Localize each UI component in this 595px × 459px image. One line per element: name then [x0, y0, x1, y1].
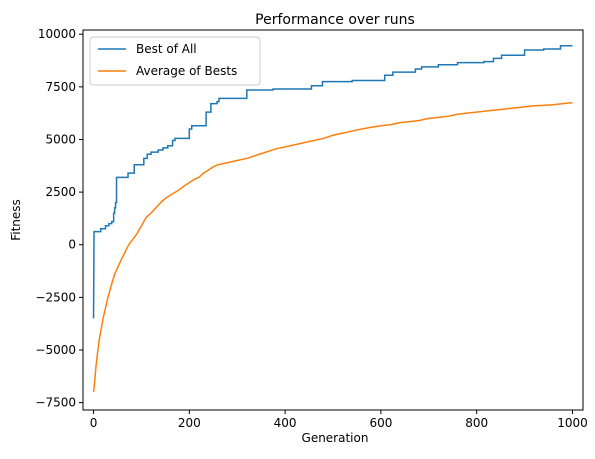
series-line-average-of-bests: [92, 101, 573, 393]
plot-frame: [82, 29, 584, 411]
x-tick-label: 1000: [557, 416, 588, 430]
series-line-best-of-all: [92, 45, 573, 319]
axis-ticks: 0 200 400 600 800 1000 −7500 −5000 −2500 0 2500 500…: [35, 27, 587, 430]
y-tick-label: −5000: [35, 343, 76, 357]
legend-box: [89, 36, 261, 86]
legend-label: Average of Bests: [136, 64, 237, 78]
x-tick-label: 600: [369, 416, 392, 430]
y-axis-label: Fitness: [9, 199, 23, 241]
x-axis-label: Generation: [302, 431, 369, 445]
legend: Best of All Average of Bests: [89, 36, 261, 86]
legend-label: Best of All: [136, 42, 197, 56]
y-tick-label: −2500: [35, 290, 76, 304]
y-tick-label: 5000: [45, 132, 76, 146]
chart-title: Performance over runs: [255, 12, 415, 28]
x-tick-label: 800: [465, 416, 488, 430]
x-tick-label: 400: [274, 416, 297, 430]
y-tick-label: 10000: [38, 27, 76, 41]
series-lines: [92, 45, 573, 393]
y-tick-label: 0: [68, 238, 76, 252]
x-tick-label: 200: [178, 416, 201, 430]
y-tick-label: −7500: [35, 396, 76, 410]
x-tick-label: 0: [90, 416, 98, 430]
y-tick-label: 7500: [45, 80, 76, 94]
y-tick-label: 2500: [45, 185, 76, 199]
